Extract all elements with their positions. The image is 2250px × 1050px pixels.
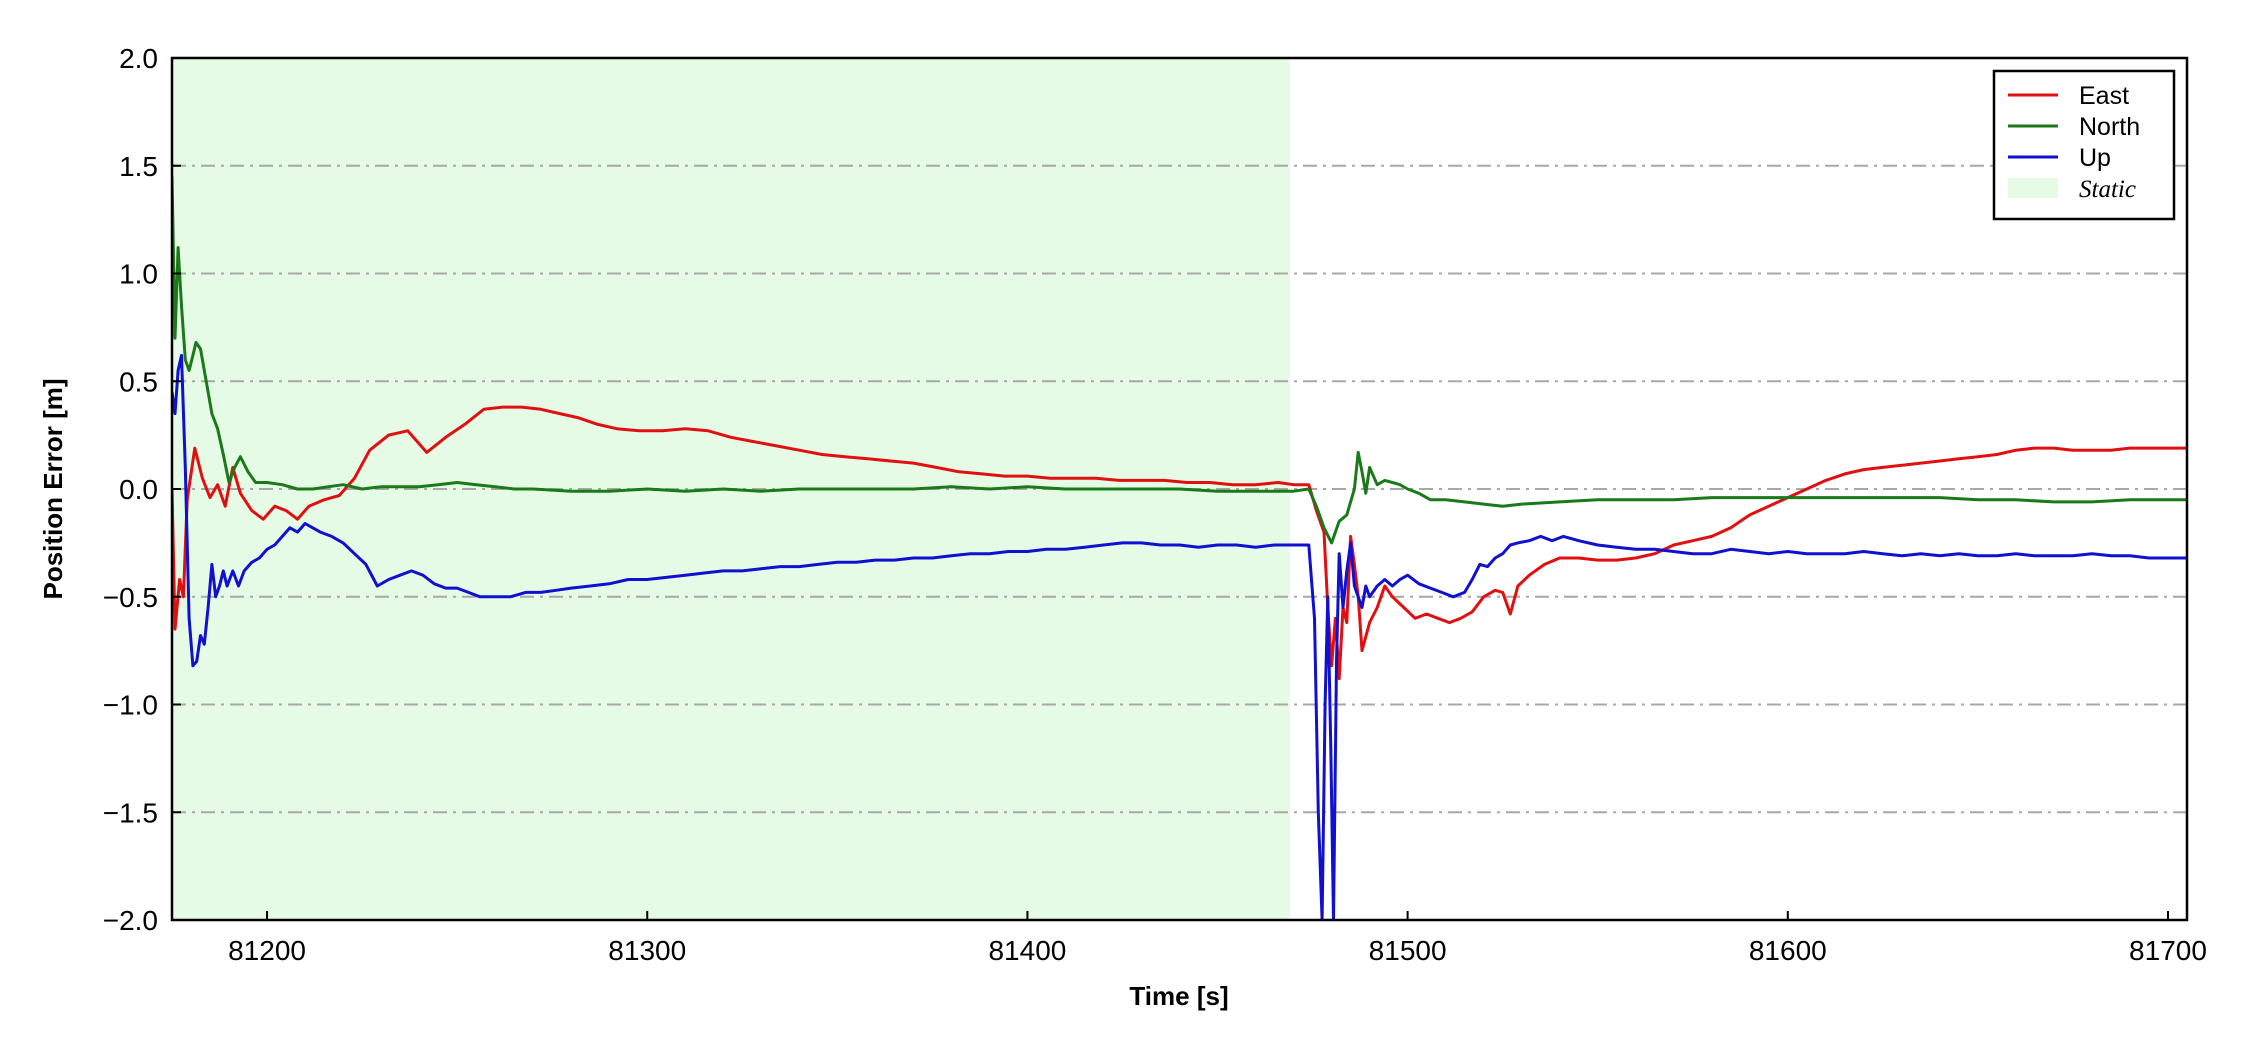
y-tick-label-1: 1.5 xyxy=(119,151,158,182)
x-tick-label-3: 81500 xyxy=(1369,935,1447,966)
x-tick-label-1: 81300 xyxy=(608,935,686,966)
axis-ticks: 81200 81300 81400 81500 81600 81700 2.0 1.5 1.0 0… xyxy=(103,43,2207,966)
y-tick-label-3: 0.5 xyxy=(119,366,158,397)
y-tick-label-6: −1.0 xyxy=(103,690,158,721)
y-tick-label-4: 0.0 xyxy=(119,474,158,505)
y-tick-label-2: 1.0 xyxy=(119,259,158,290)
x-tick-label-4: 81600 xyxy=(1749,935,1827,966)
legend-label-up: Up xyxy=(2079,144,2111,172)
series-line-north xyxy=(172,176,2187,545)
legend-label-north: North xyxy=(2079,113,2140,141)
legend-swatch-static xyxy=(2008,178,2058,198)
series-line-east xyxy=(172,405,2187,681)
y-tick-label-5: −0.5 xyxy=(103,582,158,613)
y-tick-label-0: 2.0 xyxy=(119,43,158,74)
series-line-up xyxy=(172,353,2187,920)
y-tick-label-7: −1.5 xyxy=(103,797,158,828)
y-tick-label-8: −2.0 xyxy=(103,905,158,936)
legend: East North Up Static xyxy=(1992,69,2176,221)
y-axis-title: Position Error [m] xyxy=(38,378,68,599)
x-tick-label-2: 81400 xyxy=(988,935,1066,966)
x-axis-title: Time [s] xyxy=(1129,981,1228,1011)
x-tick-label-5: 81700 xyxy=(2129,935,2207,966)
legend-label-east: East xyxy=(2079,82,2129,110)
x-tick-label-0: 81200 xyxy=(228,935,306,966)
legend-label-static: Static xyxy=(2079,176,2136,203)
series-layer xyxy=(172,176,2187,920)
